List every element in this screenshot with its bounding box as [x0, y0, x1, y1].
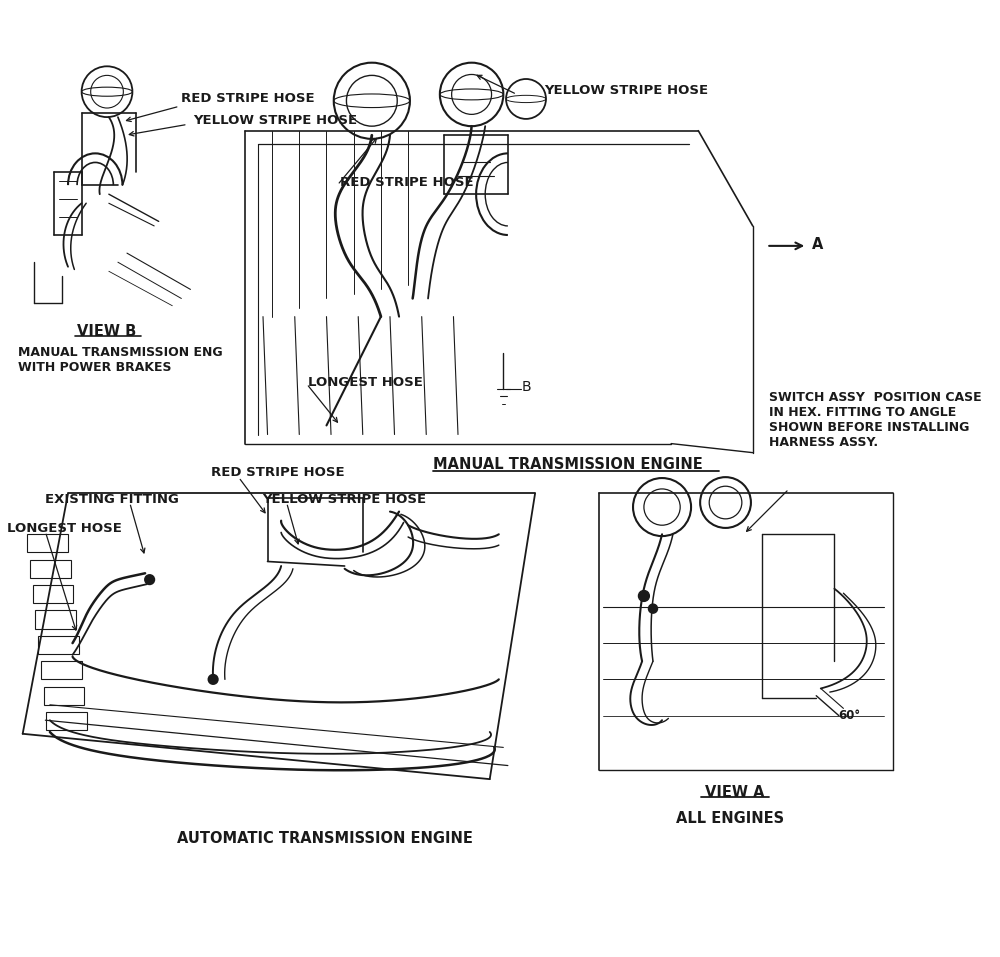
Text: A: A — [812, 236, 823, 252]
Text: EXISTING FITTING: EXISTING FITTING — [45, 494, 179, 506]
Text: 60°: 60° — [838, 709, 860, 723]
Text: RED STRIPE HOSE: RED STRIPE HOSE — [181, 92, 315, 104]
Text: VIEW B: VIEW B — [77, 323, 137, 339]
Text: YELLOW STRIPE HOSE: YELLOW STRIPE HOSE — [193, 115, 357, 127]
Circle shape — [638, 590, 649, 601]
Text: LONGEST HOSE: LONGEST HOSE — [7, 523, 122, 536]
Text: SWITCH ASSY  POSITION CASE
IN HEX. FITTING TO ANGLE
SHOWN BEFORE INSTALLING
HARN: SWITCH ASSY POSITION CASE IN HEX. FITTIN… — [769, 391, 982, 449]
Text: RED STRIPE HOSE: RED STRIPE HOSE — [340, 176, 474, 189]
Circle shape — [145, 575, 154, 584]
Text: B: B — [521, 380, 531, 394]
Text: ALL ENGINES: ALL ENGINES — [676, 811, 784, 826]
Text: MANUAL TRANSMISSION ENG
WITH POWER BRAKES: MANUAL TRANSMISSION ENG WITH POWER BRAKE… — [18, 345, 223, 373]
Text: AUTOMATIC TRANSMISSION ENGINE: AUTOMATIC TRANSMISSION ENGINE — [177, 831, 473, 846]
Text: MANUAL TRANSMISSION ENGINE: MANUAL TRANSMISSION ENGINE — [433, 457, 702, 472]
Circle shape — [209, 675, 218, 684]
Text: VIEW A: VIEW A — [705, 786, 764, 800]
Text: RED STRIPE HOSE: RED STRIPE HOSE — [211, 466, 345, 479]
Circle shape — [648, 604, 658, 613]
Text: LONGEST HOSE: LONGEST HOSE — [308, 375, 423, 389]
Text: YELLOW STRIPE HOSE: YELLOW STRIPE HOSE — [262, 494, 426, 506]
Text: YELLOW STRIPE HOSE: YELLOW STRIPE HOSE — [544, 83, 708, 97]
